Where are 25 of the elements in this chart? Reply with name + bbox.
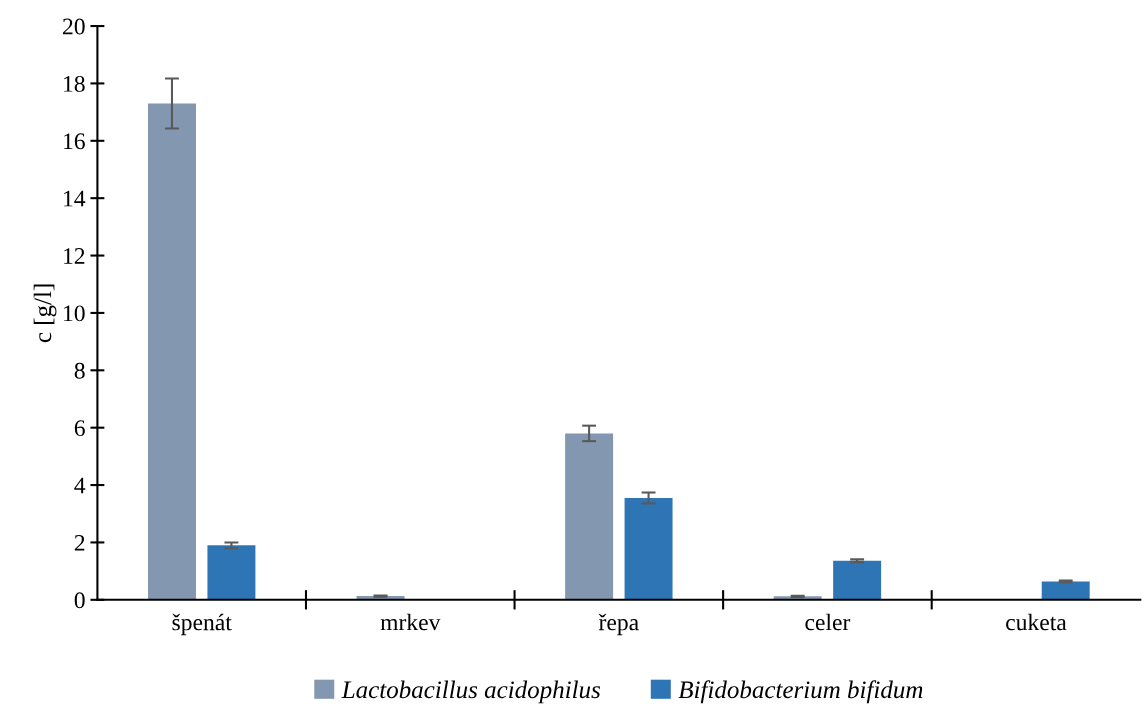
bar	[147, 103, 196, 600]
y-axis-title: c [g/l]	[33, 284, 57, 343]
bar	[565, 433, 614, 600]
x-tick-label: cuketa	[1006, 613, 1067, 631]
bar	[1041, 581, 1090, 600]
y-tick-label: 20	[63, 18, 85, 35]
y-tick-label: 2	[74, 534, 85, 551]
y-tick-label: 6	[74, 420, 85, 437]
legend-label: Lactobacillus acidophilus	[341, 680, 601, 704]
x-tick-label: špenát	[172, 613, 232, 636]
y-tick-label: 14	[64, 190, 86, 207]
bar	[624, 497, 673, 600]
x-tick-label: celer	[805, 613, 851, 631]
x-tick-label: řepa	[598, 613, 639, 636]
y-tick-label: 18	[64, 75, 85, 92]
bar	[833, 560, 882, 600]
legend-label: Bifidobacterium bifidum	[678, 680, 923, 704]
y-tick-label: 4	[74, 477, 86, 494]
y-tick-label: 8	[74, 362, 85, 379]
y-tick-label: 10	[64, 305, 85, 322]
y-tick-label: 0	[74, 592, 85, 609]
y-tick-label: 16	[64, 133, 85, 150]
y-tick-label: 12	[64, 248, 85, 264]
bar	[207, 545, 256, 600]
x-tick-label: mrkev	[380, 613, 441, 631]
